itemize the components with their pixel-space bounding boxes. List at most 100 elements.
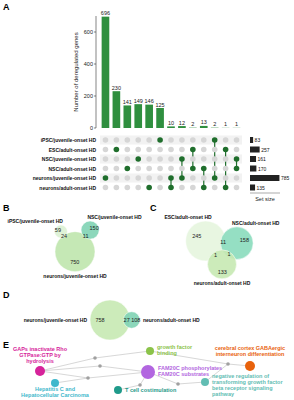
term-label-line: hydrolysis [26, 358, 54, 364]
venn-circle [123, 312, 140, 329]
matrix-dot-empty [103, 147, 109, 153]
set-size-bar [250, 137, 253, 143]
data-label: 696 [101, 10, 110, 16]
matrix-dot-empty [223, 156, 229, 162]
matrix-dot-empty [201, 156, 207, 162]
set-size-label: 257 [261, 147, 270, 153]
bar [200, 126, 208, 128]
region-label: 1 [227, 251, 230, 257]
matrix-dot-empty [179, 166, 185, 172]
matrix-dot [212, 137, 218, 143]
matrix-dot-empty [201, 147, 207, 153]
matrix-dot-empty [157, 175, 163, 181]
matrix-dot [234, 166, 240, 172]
term-label: growth factorbinding [157, 344, 193, 356]
venn-circle [81, 221, 99, 239]
matrix-dot [125, 166, 131, 172]
panel-label: B [3, 203, 10, 213]
edge [40, 366, 100, 371]
row-band [100, 155, 242, 164]
matrix-dot-empty [114, 185, 120, 191]
matrix-dot [223, 185, 229, 191]
set-size-bar [250, 147, 260, 153]
y-tick [94, 96, 96, 97]
panel-label: C [150, 203, 157, 213]
panel-label: D [3, 290, 10, 300]
venn-panel: neurons/juvenile-onset HDneurons/adult-o… [24, 300, 200, 340]
matrix-dot-empty [125, 185, 131, 191]
matrix-dot-empty [179, 185, 185, 191]
term-label: T cell costimulation [125, 387, 177, 393]
set-name: neurons/juvenile-onset HD [43, 273, 107, 279]
data-label: 12 [179, 120, 185, 126]
bar [102, 17, 110, 128]
matrix-dot-empty [234, 147, 240, 153]
matrix-dot-empty [234, 185, 240, 191]
set-size-axis [250, 193, 280, 194]
venn-circle [90, 300, 130, 340]
matrix-dot-empty [212, 156, 218, 162]
set-name: NSC/adult-onset HD [232, 220, 280, 226]
term-label-line: T cell costimulation [125, 387, 177, 393]
set-size-label: 170 [258, 166, 267, 172]
y-tick [94, 128, 96, 129]
set-name: ESC/adult-onset HD [164, 214, 212, 220]
set-name: neurons/juvenile-onset HD [24, 317, 88, 323]
edge [40, 371, 88, 378]
matrix-dot-empty [234, 137, 240, 143]
gene-node [86, 376, 90, 380]
y-tick-label: 600 [84, 29, 93, 35]
matrix-dot-empty [190, 185, 196, 191]
bars [102, 17, 241, 128]
matrix-dot-empty [168, 137, 174, 143]
upset-panel: 0200400600Number of deregulated genes696… [33, 10, 290, 202]
data-label: 13 [201, 119, 207, 125]
matrix-dot-empty [201, 137, 207, 143]
term-label: cerebral cortex GABAergicinterneuron dif… [215, 345, 285, 357]
data-label: 149 [134, 98, 143, 104]
bar [145, 105, 153, 128]
edge [95, 351, 150, 358]
matrix-dot-empty [114, 137, 120, 143]
matrix-dot [146, 185, 152, 191]
bar [233, 127, 241, 128]
region-label: 133 [218, 269, 227, 275]
bar [189, 127, 197, 128]
matrix-dot-empty [114, 166, 120, 172]
set-size-label: 83 [255, 137, 261, 143]
data-label: 1 [224, 121, 227, 127]
matrix-dot-empty [179, 147, 185, 153]
bar [211, 127, 219, 128]
region-label: 11 [220, 239, 226, 245]
term-node [35, 366, 45, 376]
matrix-dot-empty [135, 185, 141, 191]
matrix-dot-empty [157, 156, 163, 162]
set-name: neurons/adult-onset HD [194, 280, 251, 286]
gene-node [226, 362, 230, 366]
bar [113, 91, 121, 128]
data-label: 1 [235, 121, 238, 127]
matrix-dot-empty [201, 175, 207, 181]
set-label: NSC/juvenile-onset HD [42, 156, 97, 162]
matrix-dot-empty [190, 156, 196, 162]
edge [100, 366, 148, 372]
matrix-dot [168, 175, 174, 181]
term-label-line: FAM20C substrates [158, 371, 209, 377]
matrix-dot-empty [103, 166, 109, 172]
matrix-dot-empty [212, 147, 218, 153]
set-label: NSC/adult-onset HD [49, 166, 97, 172]
venn-circle [208, 250, 237, 279]
matrix-dot-empty [190, 137, 196, 143]
bar [123, 105, 131, 128]
bar [134, 104, 142, 128]
y-tick-label: 400 [84, 61, 93, 67]
matrix-dot [234, 156, 240, 162]
matrix-dot-empty [135, 137, 141, 143]
matrix-dot-empty [146, 166, 152, 172]
matrix-dot-empty [125, 147, 131, 153]
matrix-dot-empty [157, 147, 163, 153]
matrix-dot-empty [146, 137, 152, 143]
matrix-dot [157, 137, 163, 143]
panel-label: E [3, 340, 9, 350]
matrix-dot [179, 175, 185, 181]
